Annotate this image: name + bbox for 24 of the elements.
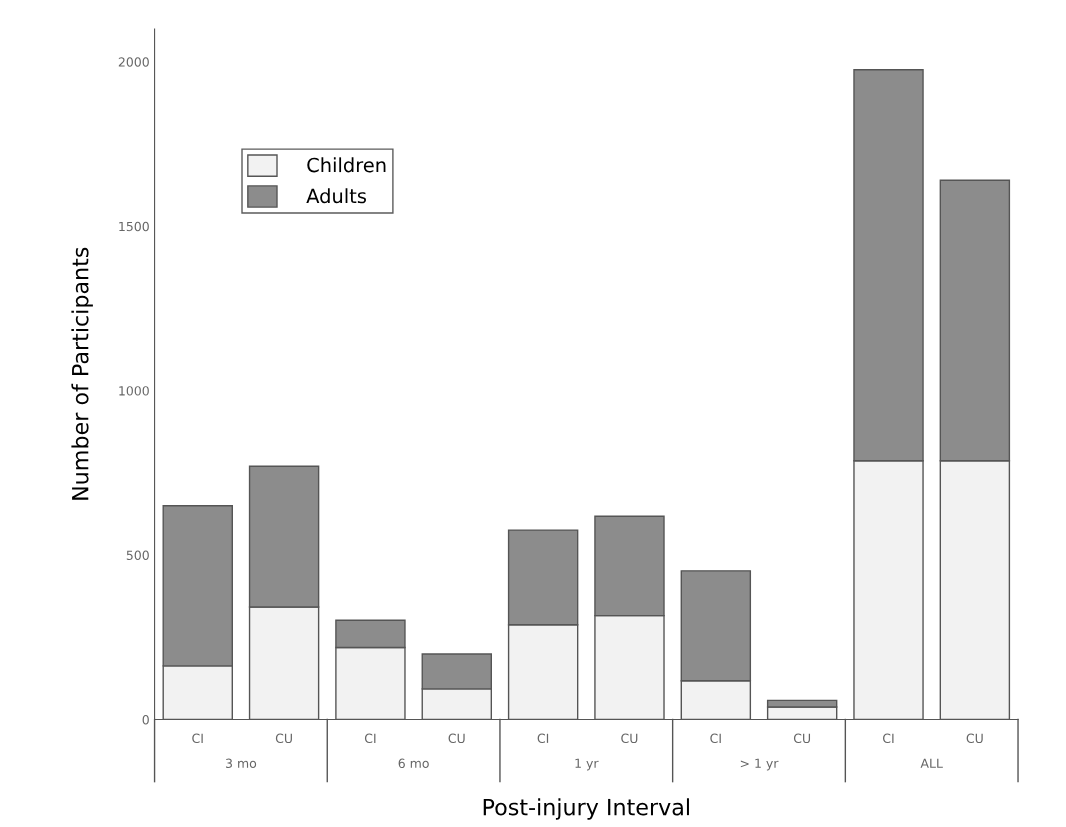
x-tick-label: CI [364, 733, 376, 744]
text: 3 mo [225, 758, 257, 768]
y-tick-label: 1000 [119, 386, 149, 396]
x-tick-label: CI [537, 733, 549, 744]
x-tick-label: CU [793, 733, 811, 744]
x-tick-label: CU [966, 733, 983, 744]
text: 6 mo [398, 758, 429, 768]
x-axis-title: Post-injury Interval [483, 798, 689, 820]
legend-label: Children [307, 157, 386, 173]
y-tick-label: 500 [126, 550, 149, 560]
x-tick-label: CU [621, 733, 638, 744]
legend-label: Adults [306, 188, 367, 204]
x-tick-label: CU [275, 733, 292, 744]
x-tick-label: CI [192, 733, 203, 744]
y-tick-label: 2000 [118, 57, 149, 67]
text: ALL [920, 758, 943, 768]
x-tick-label: CI [710, 733, 721, 744]
y-tick-label: 1500 [119, 221, 149, 232]
text: > 1 yr [740, 758, 779, 771]
y-tick-label: 0 [142, 714, 149, 725]
y-axis-title: Number of Participants [71, 247, 93, 500]
x-tick-label: CU [448, 733, 465, 744]
text: 1 yr [575, 758, 599, 771]
x-tick-label: CI [883, 733, 894, 744]
